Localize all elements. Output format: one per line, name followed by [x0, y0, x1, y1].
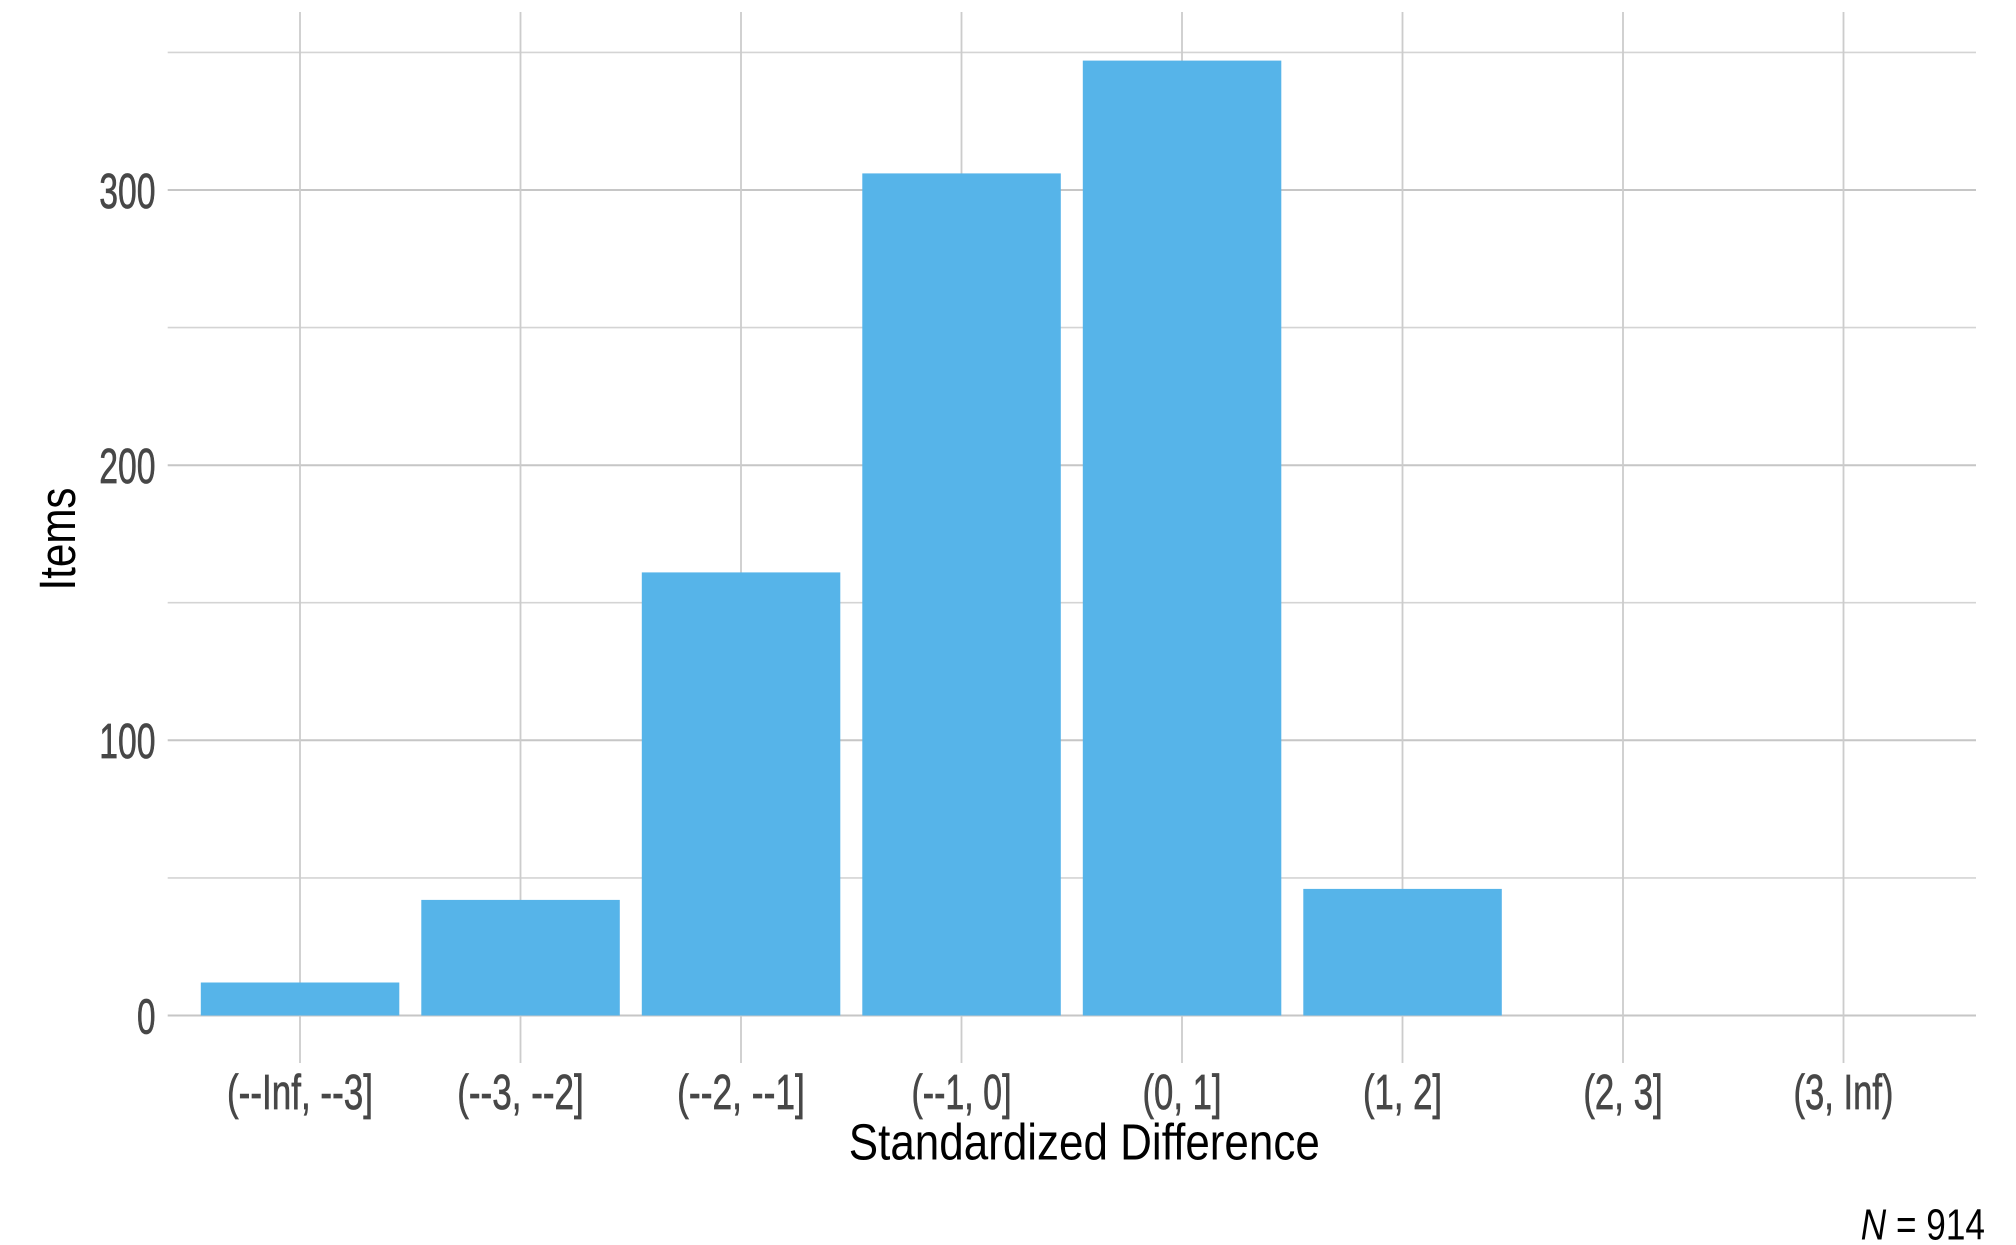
svg-text:200: 200 [99, 440, 155, 494]
svg-text:(--3, --2]: (--3, --2] [457, 1066, 584, 1120]
svg-text:Items: Items [29, 488, 86, 591]
svg-text:(--2, --1]: (--2, --1] [677, 1066, 805, 1120]
svg-text:0: 0 [137, 990, 156, 1044]
svg-text:(2, 3]: (2, 3] [1583, 1066, 1662, 1120]
svg-text:(--Inf, --3]: (--Inf, --3] [227, 1066, 373, 1120]
svg-text:(0, 1]: (0, 1] [1143, 1066, 1222, 1120]
svg-text:(--1, 0]: (--1, 0] [912, 1066, 1012, 1120]
svg-text:N = 914: N = 914 [1861, 1201, 1985, 1245]
svg-text:300: 300 [99, 165, 155, 219]
svg-text:Standardized Difference: Standardized Difference [849, 1113, 1320, 1170]
svg-text:(1, 2]: (1, 2] [1363, 1066, 1442, 1120]
svg-text:100: 100 [99, 715, 155, 769]
svg-text:(3, Inf): (3, Inf) [1794, 1066, 1894, 1120]
